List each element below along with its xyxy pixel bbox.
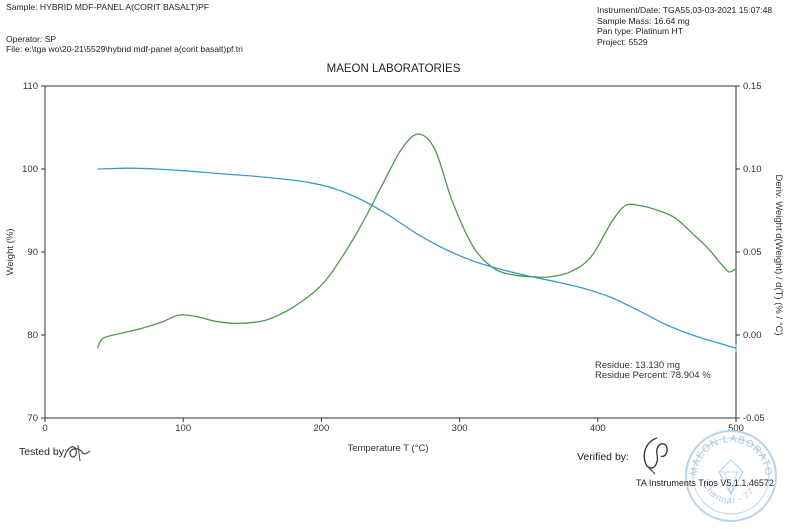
y-left-tick-label: 100 xyxy=(22,164,38,175)
y-left-tick-label: 110 xyxy=(23,81,38,92)
deriv-weight-line xyxy=(96,133,737,349)
y-right-tick-label: -0.05 xyxy=(743,413,765,424)
lab-stamp: MAEON LABORATORY Chennai - 77 xyxy=(683,428,777,522)
pan-type: Pan type: Platinum HT xyxy=(597,26,683,36)
x-tick-label: 200 xyxy=(313,423,329,434)
chart-title: MAEON LABORATORIES xyxy=(326,63,461,75)
y-left-tick-label: 70 xyxy=(27,413,38,424)
sample-label: Sample: HYBRID MDF-PANEL A(CORIT BASALT)… xyxy=(6,2,210,12)
tested-by-signature xyxy=(63,444,91,462)
verified-by-label: Verified by: xyxy=(577,451,629,463)
svg-text:MAEON LABORATORY: MAEON LABORATORY xyxy=(683,428,773,477)
header-left: Sample: HYBRID MDF-PANEL A(CORIT BASALT)… xyxy=(6,2,243,55)
y-right-tick-label: 0.10 xyxy=(743,164,762,175)
y-right-tick-label: 0.15 xyxy=(743,81,762,92)
y-left-tick-label: 90 xyxy=(27,247,38,258)
x-tick-label: 100 xyxy=(175,423,191,434)
x-axis-label: Temperature T (°C) xyxy=(347,443,428,454)
residue-annotation: Residue: 13.130 mg xyxy=(595,360,680,371)
sample-mass: Sample Mass: 16.64 mg xyxy=(597,15,690,26)
weight-line xyxy=(97,167,737,349)
software-version: TA Instruments Trios V5.1.1.46572 xyxy=(636,478,774,488)
file-path: File: e:\tga wo\20-21\5529\hybrid mdf-pa… xyxy=(6,44,243,54)
x-tick-label: 500 xyxy=(728,423,744,434)
y-right-tick-label: 0.05 xyxy=(743,247,762,258)
residue-percent-annotation: Residue Percent: 78.904 % xyxy=(595,370,711,381)
y-axis-right-label: Deriv. Weight d(Weight) / d(T) (% / °C) xyxy=(773,174,784,335)
y-left-tick-label: 80 xyxy=(27,330,38,341)
x-tick-label: 400 xyxy=(590,423,606,434)
header-right: Instrument/Date: TGA55,03-03-2021 15:07:… xyxy=(597,5,772,47)
project-number: Project: 5529 xyxy=(597,36,648,47)
x-tick-label: 300 xyxy=(452,423,468,434)
instrument-date: Instrument/Date: TGA55,03-03-2021 15:07:… xyxy=(597,5,773,15)
operator-label: Operator: SP xyxy=(6,33,57,44)
tested-by-label: Tested by: xyxy=(19,446,67,458)
x-tick-label: 0 xyxy=(42,423,47,434)
stamp-top-text: MAEON LABORATORY xyxy=(683,428,772,477)
y-right-tick-label: 0.00 xyxy=(743,330,762,341)
verified-by-signature xyxy=(643,437,668,475)
y-axis-left-label: Weight (%) xyxy=(5,229,16,276)
